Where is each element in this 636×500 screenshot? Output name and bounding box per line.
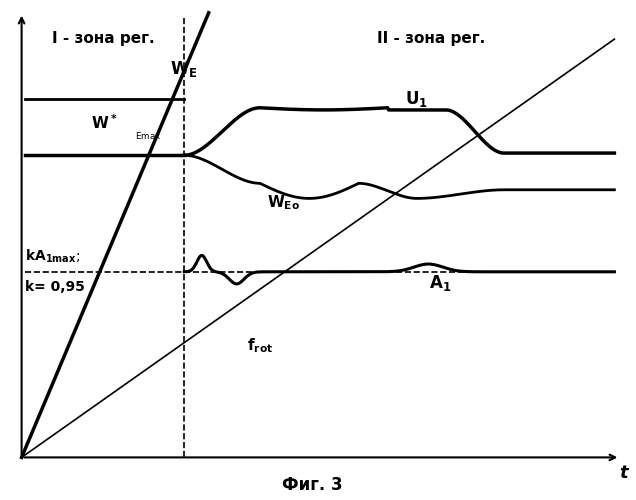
Text: t: t: [619, 464, 628, 481]
Text: $\mathbf{W_E}$: $\mathbf{W_E}$: [170, 59, 197, 79]
Text: II - зона рег.: II - зона рег.: [377, 31, 485, 46]
Text: $\mathbf{f_{rot}}$: $\mathbf{f_{rot}}$: [247, 336, 273, 354]
Text: $\mathbf{W_{Eo}}$: $\mathbf{W_{Eo}}$: [266, 194, 300, 212]
Text: $\mathrm{_{Emax}}$: $\mathrm{_{Emax}}$: [135, 130, 162, 142]
Text: I - зона рег.: I - зона рег.: [52, 31, 155, 46]
Text: $\mathbf{W^*}$: $\mathbf{W^*}$: [92, 114, 118, 132]
Text: $\mathbf{kA_{1max}}$;: $\mathbf{kA_{1max}}$;: [25, 248, 80, 266]
Text: $\mathbf{U_1}$: $\mathbf{U_1}$: [405, 89, 428, 109]
Text: Фиг. 3: Фиг. 3: [282, 476, 343, 494]
Text: $\mathbf{A_1}$: $\mathbf{A_1}$: [429, 272, 451, 292]
Text: k= 0,95: k= 0,95: [25, 280, 85, 294]
